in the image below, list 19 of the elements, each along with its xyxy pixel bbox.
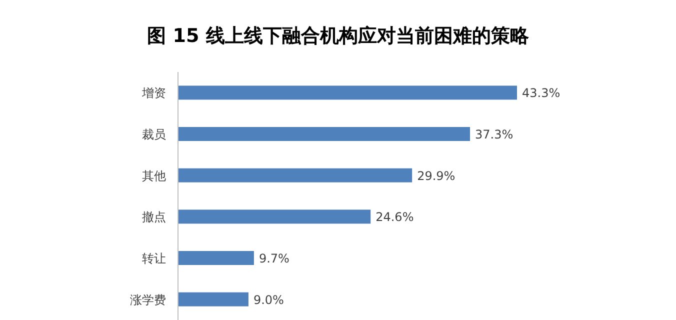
y-tick-label: 涨学费 — [130, 292, 166, 307]
bar — [178, 210, 371, 224]
bar — [178, 127, 470, 141]
data-label: 29.9% — [417, 168, 456, 183]
data-label: 9.0% — [253, 292, 284, 307]
bar — [178, 86, 517, 100]
data-label: 43.3% — [522, 86, 560, 100]
bar — [178, 251, 254, 265]
data-label: 37.3% — [475, 128, 514, 142]
bar — [178, 168, 412, 182]
y-tick-label: 增资 — [141, 86, 166, 100]
y-tick-label: 其他 — [142, 168, 166, 183]
chart-title: 图 15 线上线下融合机构应对当前困难的策略 — [147, 25, 530, 47]
y-tick-label: 撤点 — [142, 210, 166, 224]
data-label: 9.7% — [258, 252, 290, 266]
data-label: 24.6% — [376, 210, 414, 224]
bar — [178, 292, 248, 306]
y-tick-label: 转让 — [142, 252, 166, 266]
y-tick-label: 裁员 — [142, 128, 166, 142]
